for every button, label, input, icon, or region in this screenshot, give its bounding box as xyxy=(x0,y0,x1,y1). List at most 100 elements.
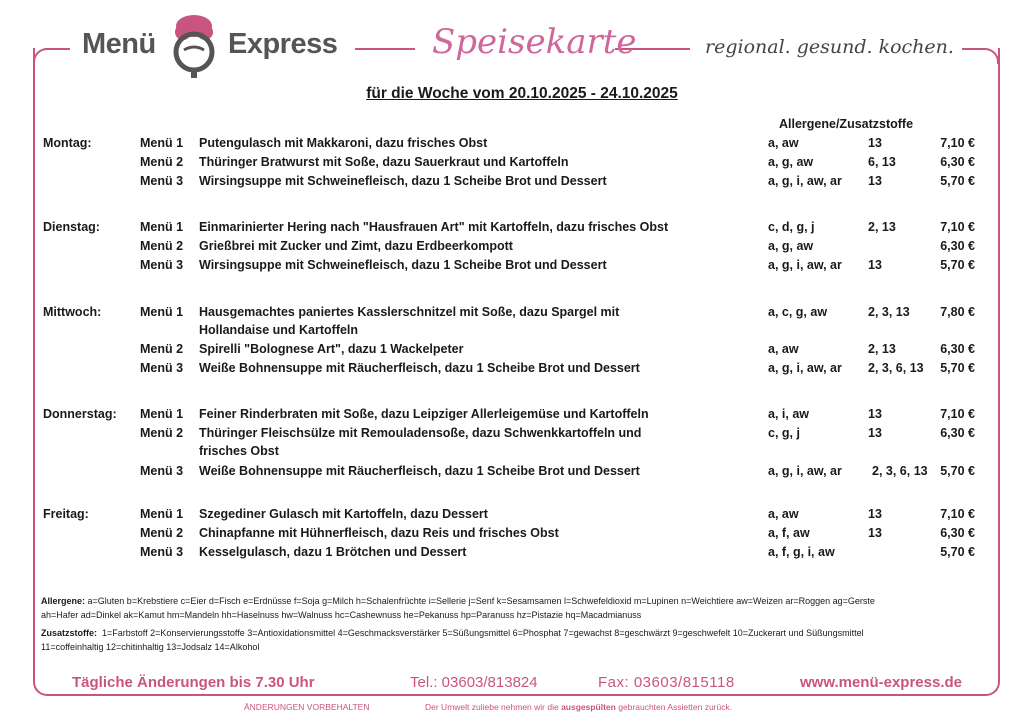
menu-price: 6,30 € xyxy=(940,526,975,540)
dish-description: Weiße Bohnensuppe mit Räucherfleisch, da… xyxy=(199,361,640,375)
additive-codes: 13 xyxy=(868,526,882,540)
menu-number: Menü 3 xyxy=(140,361,184,375)
additive-codes: 13 xyxy=(868,258,882,272)
fax-number: Fax: 03603/815118 xyxy=(598,674,735,691)
menu-price: 5,70 € xyxy=(940,464,975,478)
menu-number: Menü 3 xyxy=(140,464,184,478)
dish-description: Grießbrei mit Zucker und Zimt, dazu Erdb… xyxy=(199,239,513,253)
page-frame xyxy=(33,48,1000,696)
additive-codes: 2, 3, 6, 13 xyxy=(868,361,924,375)
additive-codes: 6, 13 xyxy=(868,155,896,169)
day-label: Dienstag: xyxy=(43,220,100,234)
additive-codes: 2, 3, 6, 13 xyxy=(872,464,928,478)
additives-legend: Zusatzstoffe: 1=Farbstoff 2=Konservierun… xyxy=(41,628,864,652)
menu-number: Menü 3 xyxy=(140,258,184,272)
dish-description: frisches Obst xyxy=(199,444,279,458)
dish-description: Szegediner Gulasch mit Kartoffeln, dazu … xyxy=(199,507,488,521)
frame-top-segment xyxy=(962,48,986,50)
daily-changes-note: Tägliche Änderungen bis 7.30 Uhr xyxy=(72,674,315,691)
frame-top-segment xyxy=(45,48,70,50)
additive-codes: 13 xyxy=(868,426,882,440)
menu-price: 7,10 € xyxy=(940,507,975,521)
chef-logo-icon xyxy=(173,15,215,78)
menu-price: 5,70 € xyxy=(940,174,975,188)
additive-codes: 13 xyxy=(868,136,882,150)
brand-express: Express xyxy=(228,28,338,60)
menu-price: 5,70 € xyxy=(940,258,975,272)
allergen-codes: a, g, i, aw, ar xyxy=(768,174,842,188)
allergen-codes: a, g, i, aw, ar xyxy=(768,258,842,272)
day-label: Montag: xyxy=(43,136,92,150)
dish-description: Hollandaise und Kartoffeln xyxy=(199,323,359,337)
dish-description: Thüringer Bratwurst mit Soße, dazu Sauer… xyxy=(199,155,569,169)
frame-top-segment xyxy=(355,48,415,50)
tagline: regional. gesund. kochen. xyxy=(705,36,954,58)
additive-codes: 13 xyxy=(868,507,882,521)
additive-codes: 2, 13 xyxy=(868,220,896,234)
menu-price: 7,10 € xyxy=(940,136,975,150)
dish-description: Wirsingsuppe mit Schweinefleisch, dazu 1… xyxy=(199,174,607,188)
dish-description: Putengulasch mit Makkaroni, dazu frische… xyxy=(199,136,488,150)
menu-number: Menü 2 xyxy=(140,239,184,253)
menu-price: 6,30 € xyxy=(940,426,975,440)
allergen-codes: a, f, aw xyxy=(768,526,810,540)
dish-description: Weiße Bohnensuppe mit Räucherfleisch, da… xyxy=(199,464,640,478)
allergen-codes: a, f, g, i, aw xyxy=(768,545,835,559)
allergen-codes: c, g, j xyxy=(768,426,800,440)
dish-description: Spirelli "Bolognese Art", dazu 1 Wackelp… xyxy=(199,342,464,356)
day-label: Mittwoch: xyxy=(43,305,102,319)
allergen-codes: a, g, aw xyxy=(768,155,814,169)
allergen-codes: a, g, i, aw, ar xyxy=(768,361,842,375)
week-title: für die Woche vom 20.10.2025 - 24.10.202… xyxy=(366,85,678,102)
menu-number: Menü 2 xyxy=(140,426,184,440)
menu-number: Menü 2 xyxy=(140,526,184,540)
phone-number: Tel.: 03603/813824 xyxy=(410,674,538,691)
dish-description: Thüringer Fleischsülze mit Remouladensoß… xyxy=(199,426,642,440)
menu-price: 7,80 € xyxy=(940,305,975,319)
dish-description: Wirsingsuppe mit Schweinefleisch, dazu 1… xyxy=(199,258,607,272)
allergen-codes: a, g, i, aw, ar xyxy=(768,464,842,478)
dish-description: Hausgemachtes paniertes Kasslerschnitzel… xyxy=(199,305,620,319)
menu-price: 6,30 € xyxy=(940,155,975,169)
menu-price: 6,30 € xyxy=(940,239,975,253)
menu-number: Menü 1 xyxy=(140,407,184,421)
speisekarte-title: Speisekarte xyxy=(432,22,637,62)
allergen-codes: a, aw xyxy=(768,342,799,356)
allergen-codes: a, g, aw xyxy=(768,239,814,253)
additive-codes: 13 xyxy=(868,174,882,188)
menu-price: 7,10 € xyxy=(940,407,975,421)
dish-description: Chinapfanne mit Hühnerfleisch, dazu Reis… xyxy=(199,526,559,540)
menu-number: Menü 1 xyxy=(140,305,184,319)
dish-description: Einmarinierter Hering nach "Hausfrauen A… xyxy=(199,220,669,234)
frame-top-segment xyxy=(615,48,690,50)
menu-number: Menü 1 xyxy=(140,507,184,521)
allergen-codes: a, aw xyxy=(768,507,799,521)
menu-price: 7,10 € xyxy=(940,220,975,234)
menu-number: Menü 1 xyxy=(140,220,184,234)
additive-codes: 2, 3, 13 xyxy=(868,305,910,319)
day-label: Freitag: xyxy=(43,507,89,521)
menu-price: 5,70 € xyxy=(940,361,975,375)
additive-codes: 13 xyxy=(868,407,882,421)
allergen-legend: Allergene: a=Gluten b=Krebstiere c=Eier … xyxy=(41,596,875,620)
menu-number: Menü 3 xyxy=(140,545,184,559)
allergen-column-header: Allergene/Zusatzstoffe xyxy=(779,117,914,131)
brand-menue: Menü xyxy=(82,28,156,60)
environment-note: Der Umwelt zuliebe nehmen wir die ausges… xyxy=(425,702,733,712)
additive-codes: 2, 13 xyxy=(868,342,896,356)
allergen-codes: c, d, g, j xyxy=(768,220,815,234)
allergen-codes: a, aw xyxy=(768,136,799,150)
menu-number: Menü 1 xyxy=(140,136,184,150)
menu-number: Menü 3 xyxy=(140,174,184,188)
frame-corner xyxy=(33,48,49,64)
dish-description: Kesselgulasch, dazu 1 Brötchen und Desse… xyxy=(199,545,467,559)
dish-description: Feiner Rinderbraten mit Soße, dazu Leipz… xyxy=(199,407,649,421)
website-link[interactable]: www.menü-express.de xyxy=(800,674,962,691)
menu-price: 6,30 € xyxy=(940,342,975,356)
menu-number: Menü 2 xyxy=(140,155,184,169)
changes-reserved: ÄNDERUNGEN VORBEHALTEN xyxy=(244,702,370,712)
day-label: Donnerstag: xyxy=(43,407,117,421)
allergen-codes: a, i, aw xyxy=(768,407,809,421)
menu-price: 5,70 € xyxy=(940,545,975,559)
frame-corner xyxy=(983,48,999,64)
